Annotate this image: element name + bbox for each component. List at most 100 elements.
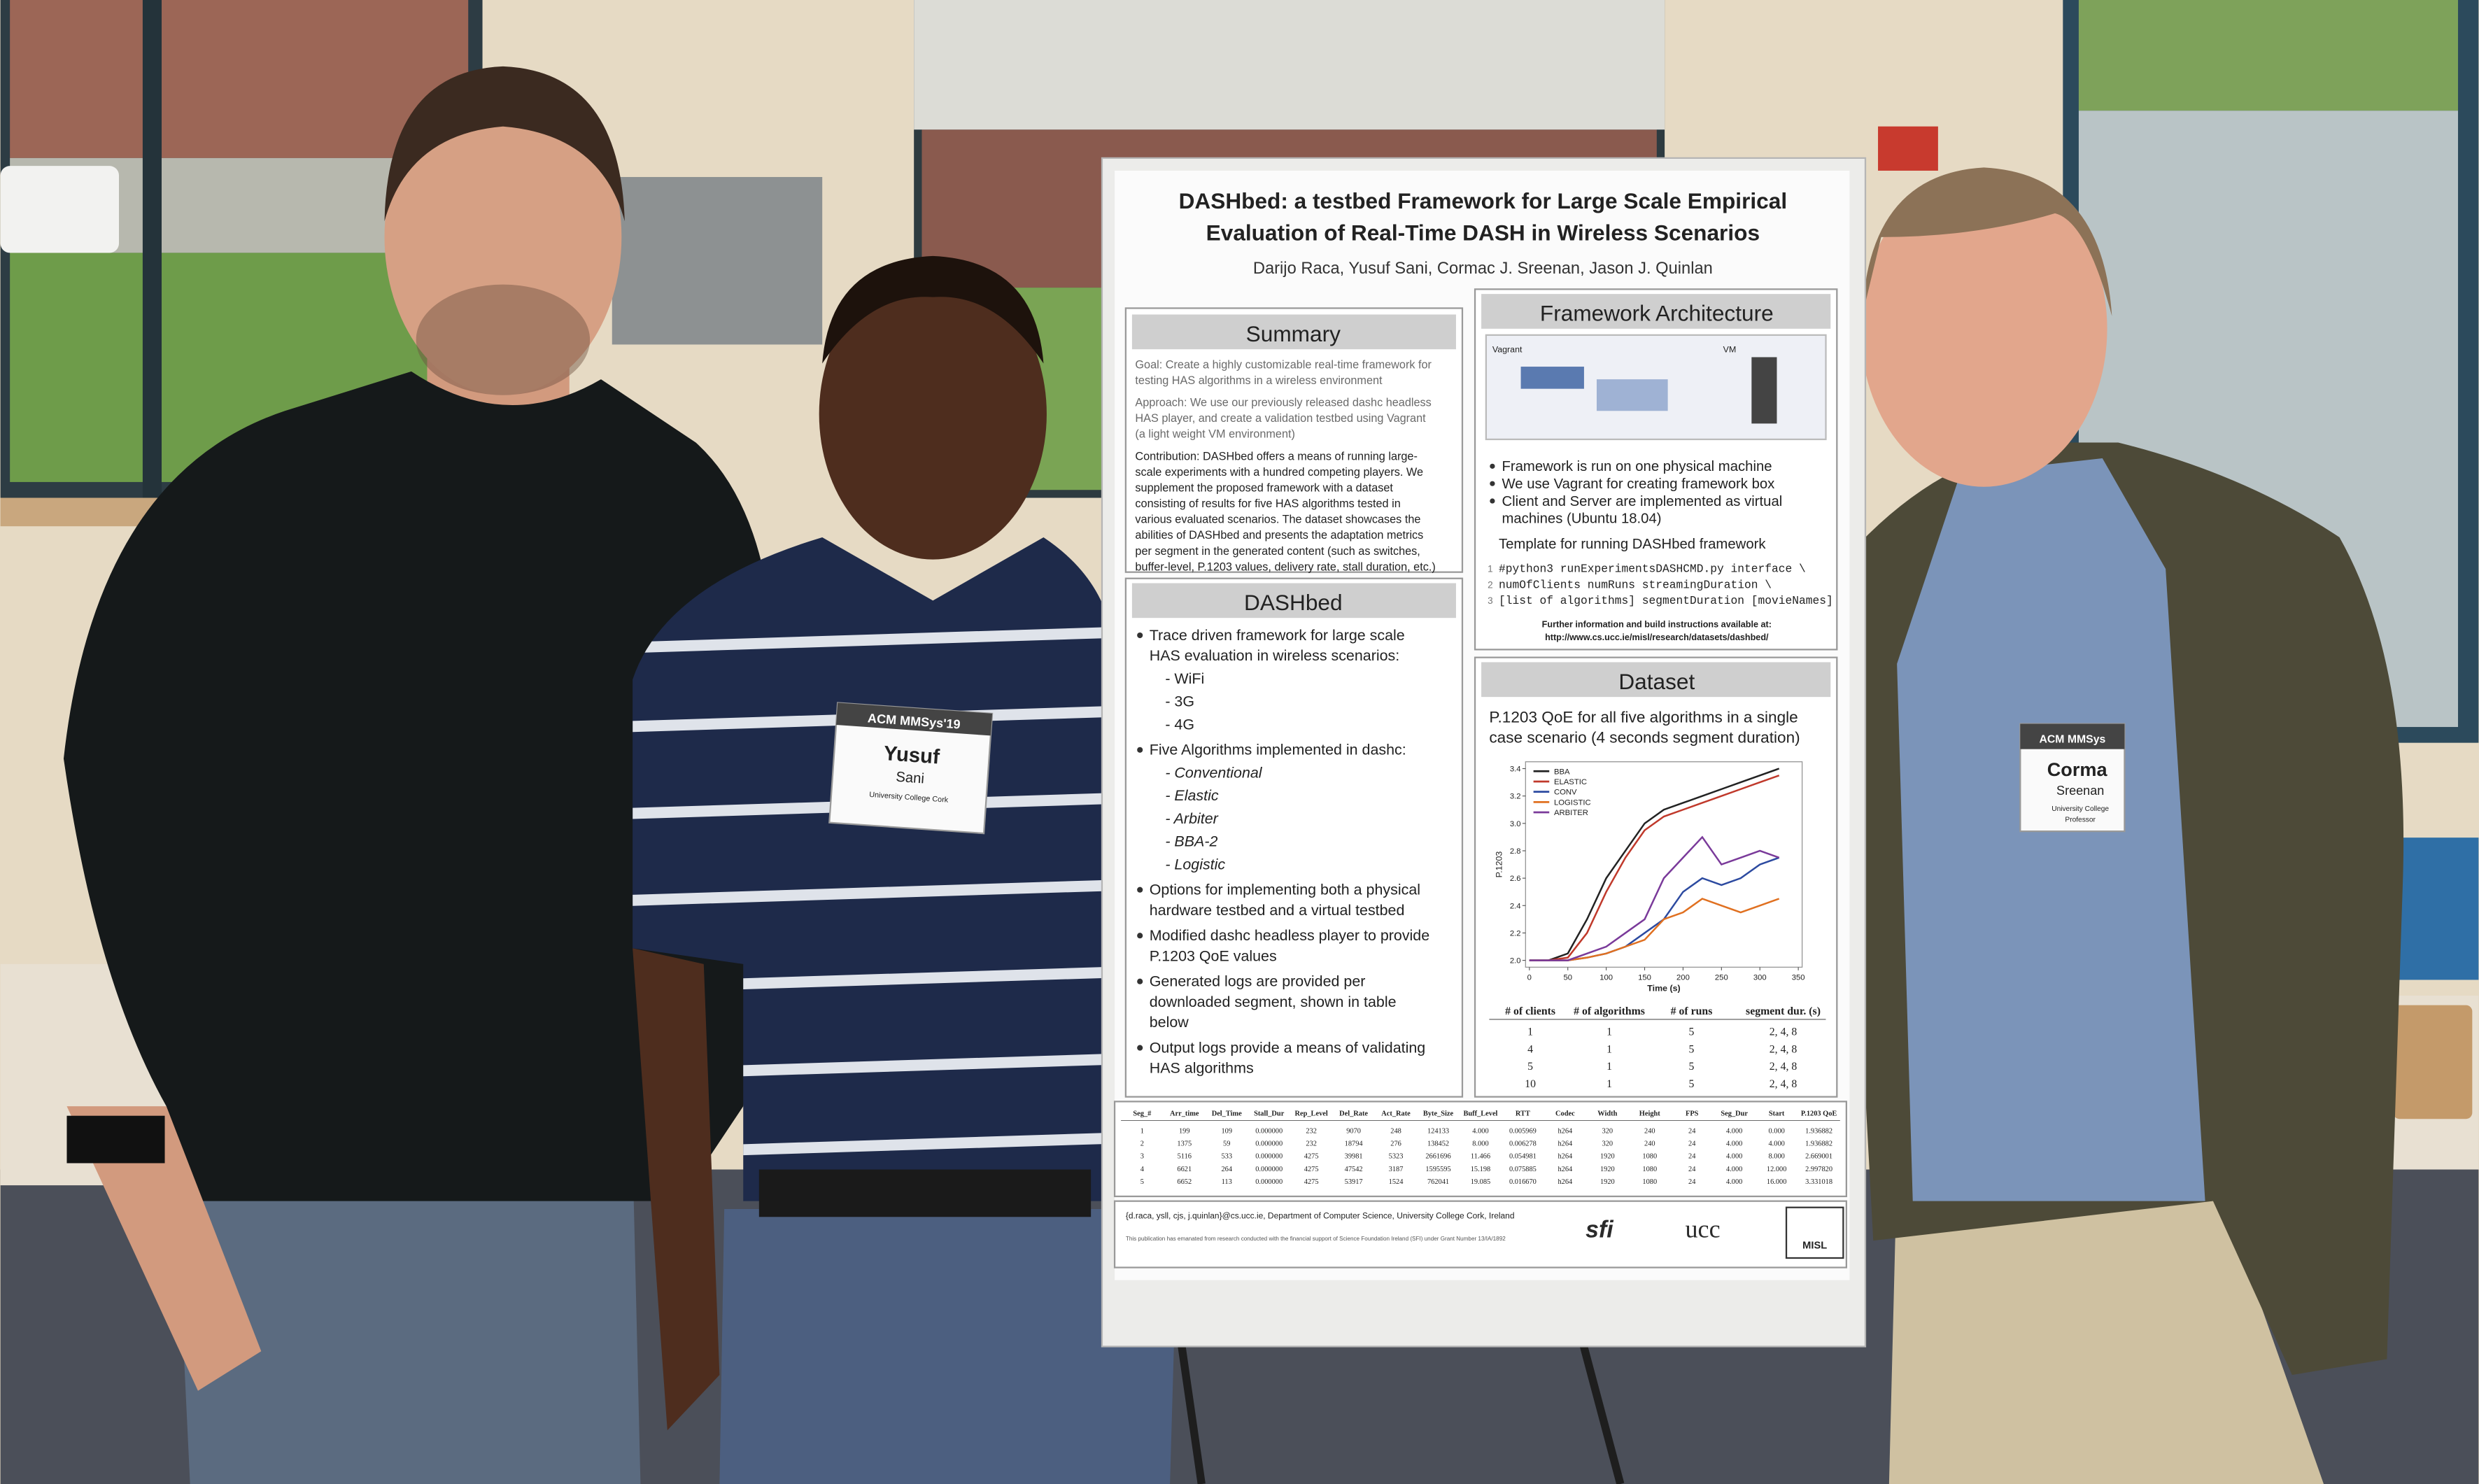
log-header: Arr_time — [1170, 1110, 1199, 1118]
face — [1860, 170, 2107, 487]
log-cell: h264 — [1558, 1140, 1574, 1148]
bullet-text: downloaded segment, shown in table — [1150, 994, 1397, 1010]
log-cell: 3.331018 — [1805, 1178, 1832, 1186]
bullet — [1137, 978, 1143, 984]
summary-text: testing HAS algorithms in a wireless env… — [1135, 374, 1383, 387]
log-cell: 1 — [1140, 1128, 1144, 1136]
log-cell: 2661696 — [1425, 1153, 1450, 1161]
x-tick-label: 150 — [1638, 973, 1651, 982]
bullet-text: below — [1150, 1014, 1189, 1031]
bullet — [1490, 498, 1495, 504]
panel-heading: Dataset — [1618, 669, 1695, 694]
panel-heading: Summary — [1246, 321, 1341, 346]
hair — [384, 66, 625, 222]
summary-panel — [1124, 307, 1464, 573]
log-cell: 4275 — [1304, 1178, 1319, 1186]
y-tick-label: 2.8 — [1510, 847, 1521, 856]
series-line — [1529, 768, 1780, 961]
log-cell: 5 — [1140, 1178, 1144, 1186]
log-header: Del_Rate — [1339, 1110, 1368, 1118]
poster-title: Evaluation of Real-Time DASH in Wireless… — [1206, 220, 1760, 245]
log-cell: 1920 — [1600, 1166, 1615, 1173]
bullet-text: Generated logs are provided per — [1150, 973, 1366, 989]
log-cell: 3187 — [1389, 1166, 1404, 1173]
panel-heading-bar — [1131, 583, 1456, 619]
x-axis-label: Time (s) — [1647, 983, 1680, 993]
log-cell: 533 — [1221, 1153, 1232, 1161]
log-cell: 18794 — [1345, 1140, 1364, 1148]
log-header: Del_Time — [1212, 1110, 1242, 1118]
arm — [633, 948, 720, 1431]
log-cell: 39981 — [1345, 1153, 1363, 1161]
dataset-panel — [1474, 656, 1838, 1098]
code-line: #python3 runExperimentsDASHCMD.py interf… — [1499, 563, 1806, 576]
log-cell: 24 — [1688, 1140, 1696, 1148]
legend-label: CONV — [1554, 789, 1577, 797]
poster-title: DASHbed: a testbed Framework for Large S… — [1179, 188, 1788, 213]
fire-alarm — [1878, 126, 1938, 171]
log-cell: 1080 — [1642, 1178, 1657, 1186]
table-header: segment dur. (s) — [1746, 1005, 1821, 1017]
caption: case scenario (4 seconds segment duratio… — [1489, 729, 1800, 747]
summary-text: Approach: We use our previously released… — [1135, 397, 1431, 409]
log-cell: 138452 — [1427, 1140, 1449, 1148]
jeans — [174, 1153, 641, 1484]
log-cell: 240 — [1644, 1140, 1655, 1148]
funding-text: This publication has emanated from resea… — [1126, 1236, 1506, 1242]
log-header: FPS — [1686, 1110, 1699, 1118]
diagram-label: Vagrant — [1492, 345, 1523, 355]
log-cell: 1.936882 — [1805, 1140, 1832, 1148]
bullet-text: HAS evaluation in wireless scenarios: — [1150, 647, 1399, 664]
panel-heading-bar — [1131, 314, 1456, 350]
table-cell: 5 — [1689, 1061, 1695, 1073]
bullet-text: P.1203 QoE values — [1150, 947, 1277, 964]
log-cell: 15.198 — [1471, 1166, 1491, 1173]
log-cell: h264 — [1558, 1128, 1574, 1136]
code-line-number: 3 — [1488, 595, 1493, 606]
watch — [66, 1115, 165, 1164]
y-tick-label: 2.6 — [1510, 875, 1521, 883]
log-cell: 53917 — [1345, 1178, 1363, 1186]
sub-item: - 3G — [1165, 693, 1194, 710]
log-cell: 0.000000 — [1255, 1166, 1283, 1173]
log-header: P.1203 QoE — [1801, 1110, 1837, 1118]
log-cell: 6652 — [1177, 1178, 1192, 1186]
badge-affiliation: University College — [2051, 805, 2109, 813]
y-tick-label: 3.2 — [1510, 793, 1521, 801]
code-line: [list of algorithms] segmentDuration [mo… — [1499, 594, 1833, 607]
panel-heading: DASHbed — [1244, 590, 1343, 615]
window-mullion — [142, 0, 162, 498]
log-cell: 5323 — [1389, 1153, 1404, 1161]
bullet — [1137, 632, 1143, 639]
bullet-text: Framework is run on one physical machine — [1502, 459, 1772, 474]
jeans — [719, 1208, 1178, 1484]
code-line-number: 2 — [1488, 579, 1493, 590]
face — [819, 268, 1047, 560]
legend-label: ELASTIC — [1554, 778, 1587, 786]
y-tick-label: 2.4 — [1510, 902, 1521, 910]
sub-item: - WiFi — [1165, 670, 1204, 687]
log-header: Buff_Level — [1463, 1110, 1497, 1118]
log-cell: 0.016670 — [1509, 1178, 1537, 1186]
diagram-box — [1596, 379, 1668, 411]
panel-heading-bar — [1481, 662, 1831, 698]
log-cell: 1.936882 — [1805, 1128, 1832, 1136]
series-line — [1529, 775, 1780, 961]
coffee-cup — [2393, 1005, 2473, 1119]
x-tick-label: 100 — [1599, 973, 1613, 982]
y-axis-label: P.1203 — [1494, 851, 1504, 878]
log-cell: 240 — [1644, 1128, 1655, 1136]
sub-item: - Elastic — [1165, 787, 1219, 804]
log-cell: 1080 — [1642, 1153, 1657, 1161]
log-cell: 762041 — [1427, 1178, 1449, 1186]
table-cell: 1 — [1606, 1026, 1612, 1038]
summary-text: abilities of DASHbed and presents the ad… — [1135, 529, 1423, 542]
panel-heading-bar — [1481, 294, 1831, 329]
bullet — [1490, 481, 1495, 486]
t-shirt — [63, 371, 776, 1201]
plot-area — [1525, 761, 1803, 968]
stripe — [633, 626, 1115, 654]
log-cell: 5116 — [1178, 1153, 1192, 1161]
